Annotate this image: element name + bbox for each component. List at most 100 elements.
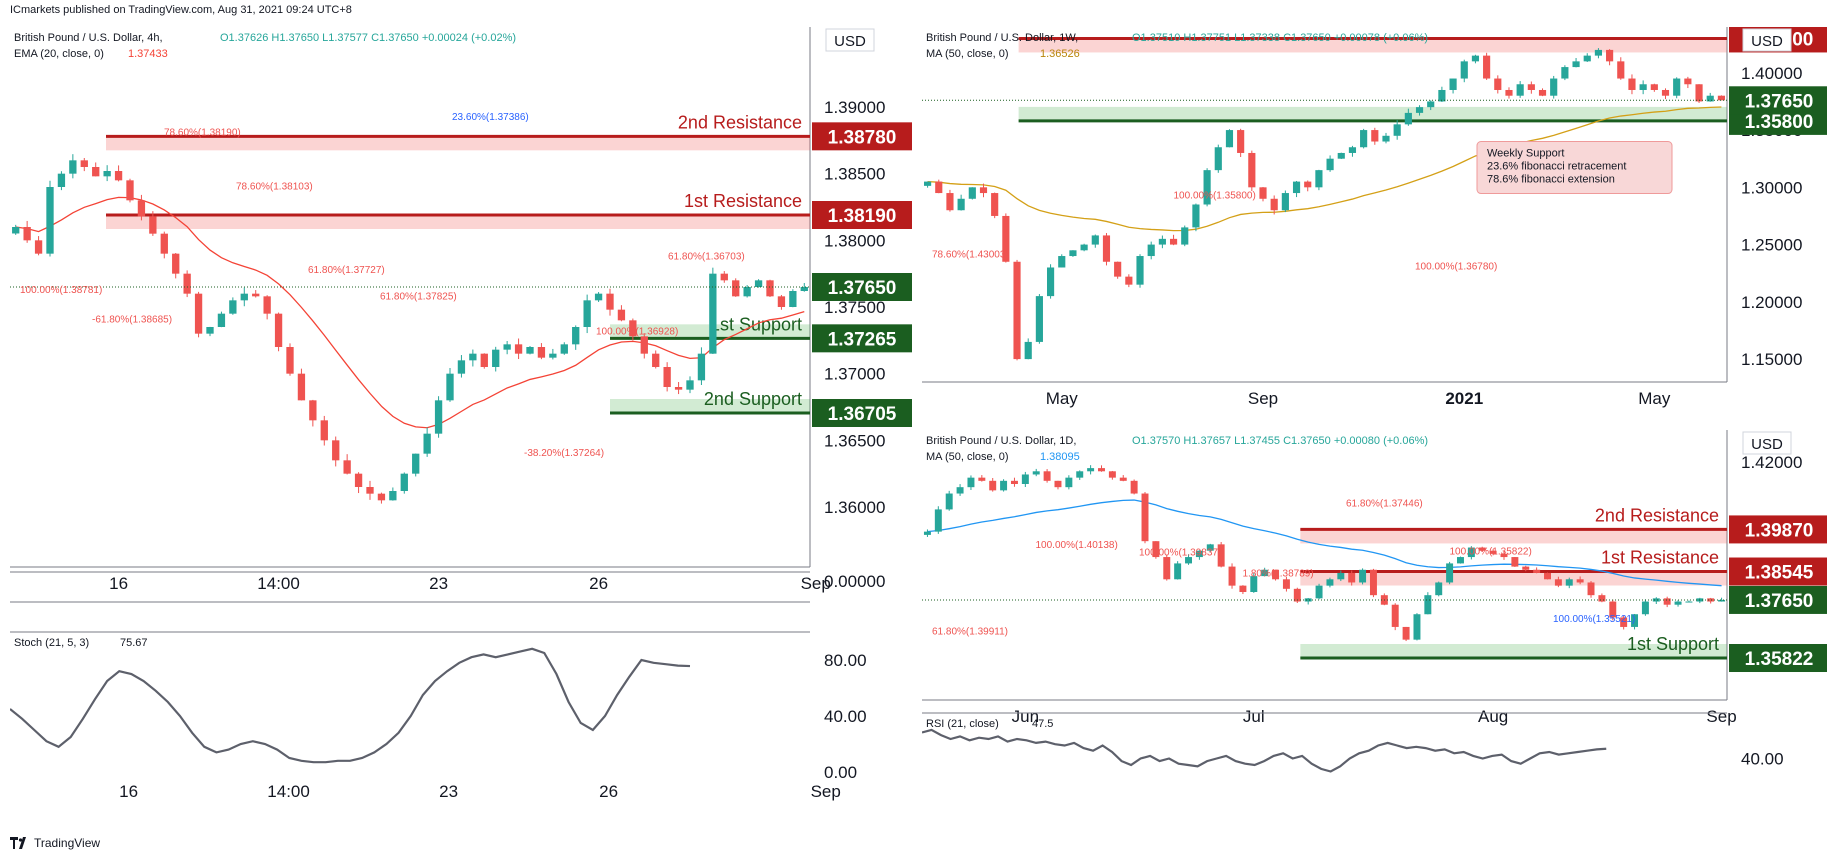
- candle-body: [114, 171, 123, 181]
- level-label: 1st Resistance: [684, 191, 802, 211]
- candle-body: [1572, 61, 1580, 68]
- candle-body: [1195, 550, 1203, 558]
- candle-body: [252, 293, 260, 297]
- candle-body: [1000, 480, 1008, 491]
- indicator-label: MA (50, close, 0): [926, 451, 1009, 463]
- level-zone: [1300, 644, 1727, 659]
- candle-body: [183, 273, 191, 294]
- candle-body: [137, 200, 146, 217]
- fib-annotation: 100.00%(1.39837): [1139, 548, 1221, 559]
- y-tick-label: 1.36000: [824, 498, 885, 517]
- candle-body: [1538, 89, 1547, 96]
- candle-body: [549, 353, 557, 358]
- candle-body: [320, 420, 328, 441]
- y-tick-label: 1.36500: [824, 431, 885, 450]
- candle-body: [1348, 572, 1356, 583]
- ohlc-readout: O1.37570 H1.37657 L1.37455 C1.37650 +0.0…: [1132, 435, 1428, 447]
- fib-annotation: 100.00%(1.35800): [1174, 190, 1256, 201]
- candle-body: [1460, 61, 1468, 79]
- level-zone: [610, 399, 810, 413]
- chart-4h-svg[interactable]: 1.39000 1.38500 1.38000 1.37500 1.37000 1.365…: [10, 27, 915, 817]
- last-price-text: 1.37650: [1745, 591, 1814, 612]
- candle-body: [1002, 215, 1010, 262]
- candle-body: [1594, 49, 1603, 56]
- x-tick-label-bottom: Sep: [811, 782, 841, 801]
- chart-panel-4h: 1.39000 1.38500 1.38000 1.37500 1.37000 1.365…: [10, 27, 915, 817]
- candle-body: [1639, 84, 1647, 90]
- candle-body: [1032, 471, 1040, 475]
- currency-badge: [825, 28, 875, 52]
- price-badge: [812, 399, 912, 427]
- x-tick-label: Sep: [1706, 707, 1736, 726]
- candle-body: [1169, 238, 1178, 245]
- candle-body: [354, 473, 363, 487]
- candle-body: [989, 480, 997, 491]
- candle-body: [103, 171, 111, 177]
- candle-body: [1674, 601, 1682, 605]
- y-tick-label: 1.37000: [824, 365, 885, 384]
- price-badge: [812, 324, 912, 353]
- candle-body: [1315, 170, 1323, 188]
- fib-annotation: 100.00%(1.38781): [20, 285, 102, 296]
- candle-body: [945, 493, 953, 510]
- fib-annotation: 78.60%(1.38103): [236, 181, 313, 192]
- candle-body: [1706, 95, 1714, 102]
- candle-body: [1446, 563, 1454, 583]
- candle-body: [1685, 601, 1693, 603]
- candle-body: [629, 320, 637, 337]
- chart-title: British Pound / U.S. Dollar, 1D,: [926, 435, 1076, 447]
- candle-body: [469, 353, 477, 361]
- fib-annotation: 61.80%(1.36703): [668, 252, 745, 263]
- candle-body: [46, 187, 54, 254]
- candle-body: [1217, 544, 1225, 567]
- fib-annotation: -38.20%(1.37264): [524, 448, 604, 459]
- candle-body: [606, 293, 614, 310]
- fib-annotation: 1.80%(1.38789): [1243, 568, 1314, 579]
- candle-body: [1326, 158, 1334, 171]
- note-line: Weekly Support: [1487, 148, 1564, 160]
- candle-body: [1565, 579, 1573, 586]
- candle-body: [1641, 601, 1649, 615]
- osc-tick-label: 40.00: [1741, 750, 1784, 769]
- osc-tick-label: 80.00: [824, 651, 867, 670]
- candle-body: [1021, 474, 1029, 484]
- chart-panel-daily: 1.42000 Jun Jul Aug Sep 2nd Resistance 1.39870…: [922, 430, 1827, 817]
- candle-body: [1500, 553, 1508, 558]
- candle-body: [1533, 569, 1541, 573]
- moving-average-line: [927, 499, 1722, 587]
- x-tick-label-bottom: 23: [439, 782, 458, 801]
- chart-daily-svg[interactable]: 1.42000 Jun Jul Aug Sep 2nd Resistance 1.39870…: [922, 430, 1827, 817]
- candle-body: [1076, 471, 1084, 478]
- chart-panel-weekly: 1.400001.350001.300001.250001.200001.150…: [922, 27, 1827, 422]
- candle-body: [1181, 227, 1189, 245]
- price-badge: [812, 122, 912, 151]
- candle-body: [1130, 480, 1138, 494]
- candle-body: [1239, 585, 1247, 592]
- candle-body: [1348, 147, 1357, 153]
- last-price-badge: [1729, 86, 1827, 115]
- candle-body: [1237, 130, 1245, 153]
- candle-body: [57, 173, 66, 187]
- tradingview-logo-icon: [10, 837, 26, 849]
- candle-body: [514, 344, 523, 354]
- price-badge-text: 1.35822: [1745, 649, 1814, 670]
- candle-body: [412, 453, 420, 474]
- candle-body: [1617, 61, 1625, 79]
- candle-body: [286, 347, 294, 374]
- y-tick-label: 1.25000: [1741, 236, 1802, 255]
- candle-body: [697, 353, 706, 381]
- candle-body: [457, 360, 466, 374]
- candle-body: [1456, 557, 1464, 564]
- indicator-value: 1.36526: [1040, 48, 1080, 60]
- candle-body: [1652, 598, 1660, 602]
- x-tick-label-bottom: 14:00: [267, 782, 310, 801]
- y-tick-label: 1.37500: [824, 298, 885, 317]
- candle-body: [1315, 585, 1323, 599]
- candle-body: [229, 300, 237, 314]
- candle-body: [1516, 84, 1524, 96]
- candle-body: [309, 400, 317, 421]
- candle-body: [1483, 55, 1491, 79]
- chart-title: British Pound / U.S. Dollar, 4h,: [14, 32, 163, 44]
- candle-body: [967, 477, 975, 488]
- chart-weekly-svg[interactable]: 1.400001.350001.300001.250001.200001.150…: [922, 27, 1827, 422]
